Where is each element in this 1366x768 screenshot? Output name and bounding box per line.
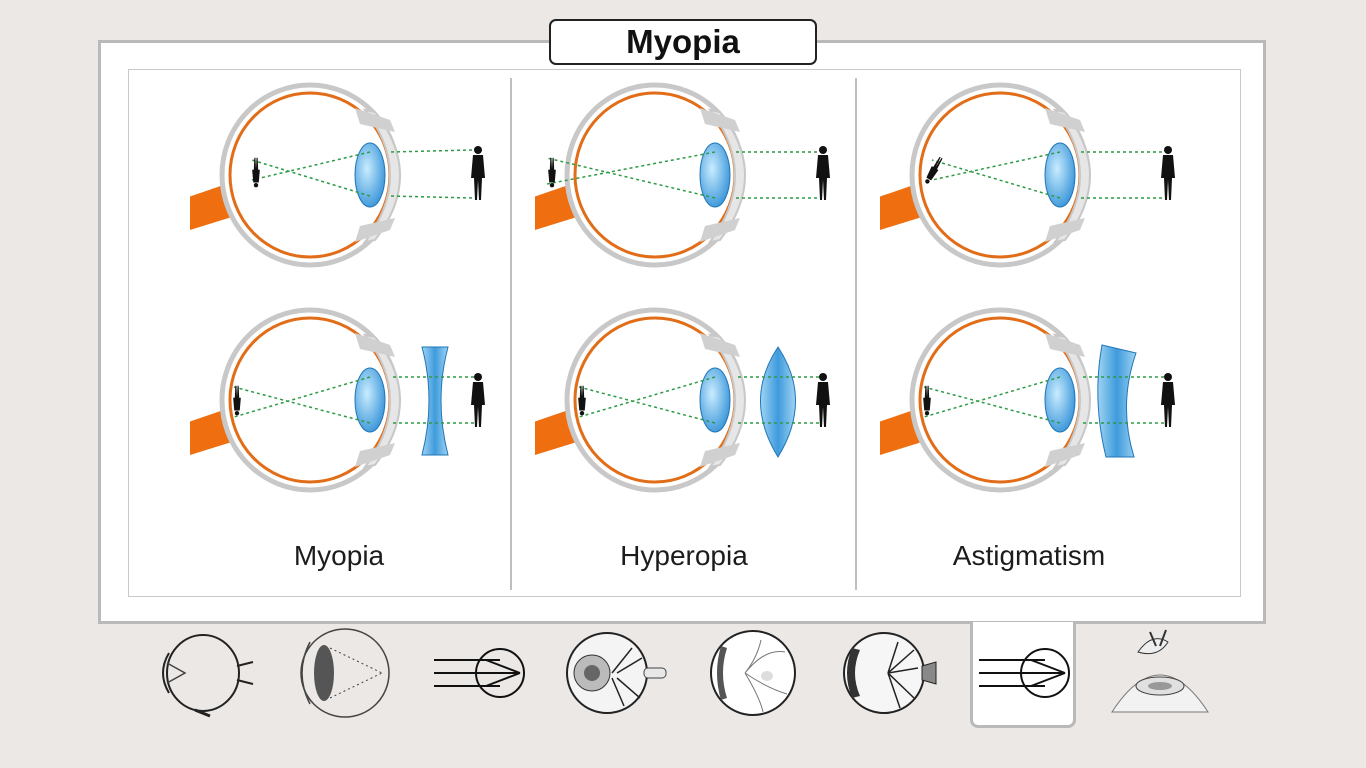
- hyperopia-correction-diagram: [535, 305, 830, 505]
- column-divider: [510, 78, 512, 590]
- astigmatism-correction-diagram: [880, 305, 1175, 505]
- hyperopia-eye-diagram: [535, 80, 830, 280]
- myopia-eye-diagram: [190, 80, 485, 280]
- column-divider: [855, 78, 857, 590]
- astigmatism-eye-diagram: [880, 80, 1175, 280]
- eye-lens-ray-icon[interactable]: [290, 628, 394, 718]
- ray-lens-icon[interactable]: [430, 628, 530, 718]
- eye-retina-vessels-icon[interactable]: [562, 628, 670, 718]
- eyeball-vessels-icon[interactable]: [838, 628, 938, 718]
- eye-cross-section-icon[interactable]: [155, 628, 255, 718]
- page-title: Myopia: [549, 19, 817, 65]
- column-label-myopia: Myopia: [293, 540, 385, 571]
- fundus-icon[interactable]: [705, 628, 800, 718]
- ray-lens-icon-selected[interactable]: [975, 628, 1075, 718]
- column-label-hyperopia: Hyperopia: [620, 540, 748, 571]
- column-label-astigmatism: Astigmatism: [952, 540, 1106, 571]
- contact-lens-icon[interactable]: [1108, 628, 1212, 718]
- myopia-correction-diagram: [190, 305, 485, 505]
